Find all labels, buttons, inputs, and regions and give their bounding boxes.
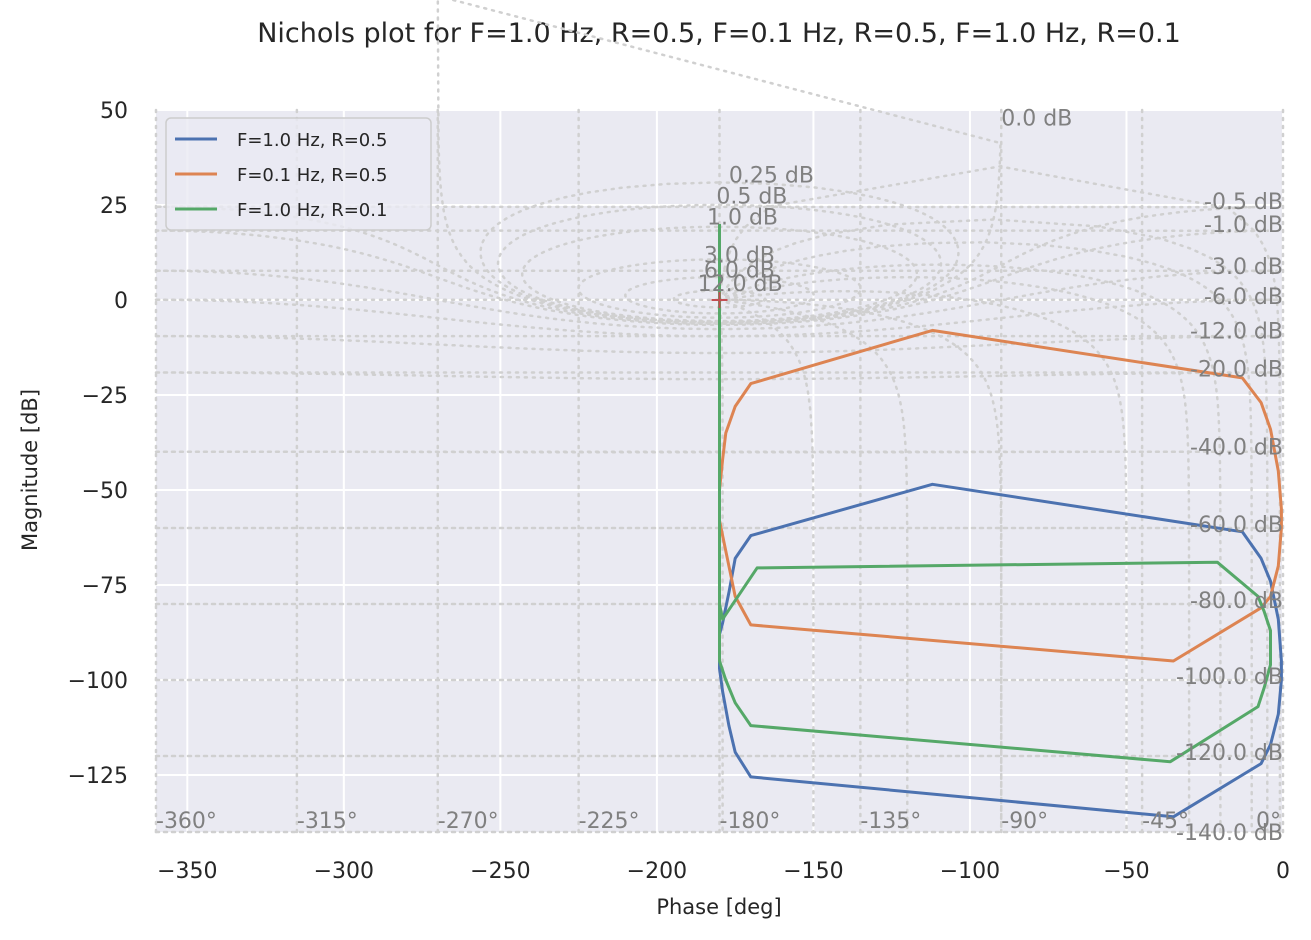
closed-loop-magnitude-label: -140.0 dB: [1176, 821, 1283, 846]
series-line-3: [718, 224, 1272, 764]
closed-loop-phase-contour: [718, 275, 1191, 834]
closed-loop-magnitude-label: -6.0 dB: [1204, 285, 1283, 310]
y-tick-label: −125: [68, 764, 128, 789]
series-line-2: [718, 328, 1283, 663]
phase-label: -360°: [156, 809, 217, 834]
closed-loop-phase-contour: [718, 298, 909, 834]
phase-label: 0°: [1256, 809, 1281, 834]
closed-loop-phase-contour: [718, 165, 1282, 834]
closed-loop-phase-contour: [718, 263, 1222, 834]
x-tick-label: −350: [157, 859, 217, 884]
closed-loop-magnitude-label: 0.25 dB: [729, 164, 814, 189]
y-tick-label: 25: [100, 194, 128, 219]
chart-title: Nichols plot for F=1.0 Hz, R=0.5, F=0.1 …: [257, 18, 1181, 49]
y-axis-label: Magnitude [dB]: [18, 389, 42, 551]
closed-loop-magnitude-label: 3.0 dB: [704, 243, 775, 268]
closed-loop-magnitude-label: -120.0 dB: [1176, 741, 1283, 766]
phase-label: -225°: [579, 809, 640, 834]
y-tick-label: −75: [82, 574, 128, 599]
phase-label: -315°: [297, 809, 358, 834]
phase-label: -270°: [438, 809, 499, 834]
closed-loop-magnitude-label: -0.5 dB: [1204, 190, 1283, 215]
x-tick-label: −250: [470, 859, 530, 884]
x-tick-label: −100: [940, 859, 1000, 884]
closed-loop-magnitude-label: 0.0 dB: [1001, 107, 1072, 132]
closed-loop-magnitude-label: -60.0 dB: [1190, 513, 1283, 538]
y-tick-label: −100: [68, 669, 128, 694]
phase-label: -135°: [860, 809, 921, 834]
closed-loop-magnitude-label: -1.0 dB: [1204, 213, 1283, 238]
x-tick-label: −50: [1103, 859, 1149, 884]
phase-label: -45°: [1142, 809, 1189, 834]
closed-loop-magnitude-contour: [520, 225, 919, 323]
grid-annotations: 0.0 dB 0.25 dB0.5 dB1.0 dB 3.0 dB6.0 dB12.…: [156, 107, 1283, 846]
x-tick-label: −300: [314, 859, 374, 884]
closed-loop-magnitude-label: -100.0 dB: [1176, 665, 1283, 690]
legend-entry: F=0.1 Hz, R=0.5: [237, 165, 387, 186]
series-layer: [711, 224, 1283, 819]
closed-loop-magnitude-label: -20.0 dB: [1190, 357, 1283, 382]
x-tick-label: −200: [627, 859, 687, 884]
closed-loop-magnitude-contour: [479, 181, 960, 324]
legend-entry: F=1.0 Hz, R=0.5: [237, 130, 387, 151]
y-axis-ticks: 50 25 0 −25 −50 −75 −100 −125: [68, 99, 128, 789]
x-axis-label: Phase [deg]: [656, 895, 781, 919]
legend-entry: F=1.0 Hz, R=0.1: [237, 200, 387, 221]
closed-loop-magnitude-contour: [624, 275, 815, 315]
closed-loop-magnitude-label: -40.0 dB: [1190, 435, 1283, 460]
phase-label: -90°: [1001, 809, 1048, 834]
closed-loop-phase-contour: [718, 298, 815, 834]
closed-loop-phase-contour: [718, 241, 1253, 834]
closed-loop-magnitude-label: -12.0 dB: [1190, 319, 1283, 344]
closed-loop-magnitude-label: 12.0 dB: [698, 272, 783, 297]
y-tick-label: −25: [82, 384, 128, 409]
closed-loop-magnitude-label: -80.0 dB: [1190, 589, 1283, 614]
x-tick-label: 0: [1276, 859, 1290, 884]
closed-loop-magnitude-contour: [154, 269, 1278, 331]
closed-loop-phase-contour: [718, 289, 1128, 834]
y-tick-label: 0: [114, 289, 128, 314]
x-axis-ticks: −350 −300 −250 −200 −150 −100 −50 0: [157, 859, 1290, 884]
x-tick-label: −150: [783, 859, 843, 884]
closed-loop-magnitude-label: 6.0 dB: [704, 259, 775, 284]
closed-loop-magnitude-label: -3.0 dB: [1204, 255, 1283, 280]
y-tick-label: 50: [100, 99, 128, 124]
y-tick-label: −50: [82, 479, 128, 504]
phase-label: -180°: [720, 809, 781, 834]
closed-loop-phase-contour: [718, 218, 1269, 834]
legend-box: [165, 117, 432, 231]
closed-loop-magnitude-label: 0.5 dB: [716, 185, 787, 210]
legend: F=1.0 Hz, R=0.5 F=0.1 Hz, R=0.5 F=1.0 Hz, …: [165, 117, 432, 231]
closed-loop-phase-contour: [718, 298, 724, 834]
series-line-1: [718, 482, 1283, 819]
closed-loop-magnitude-label: 1.0 dB: [707, 205, 778, 230]
